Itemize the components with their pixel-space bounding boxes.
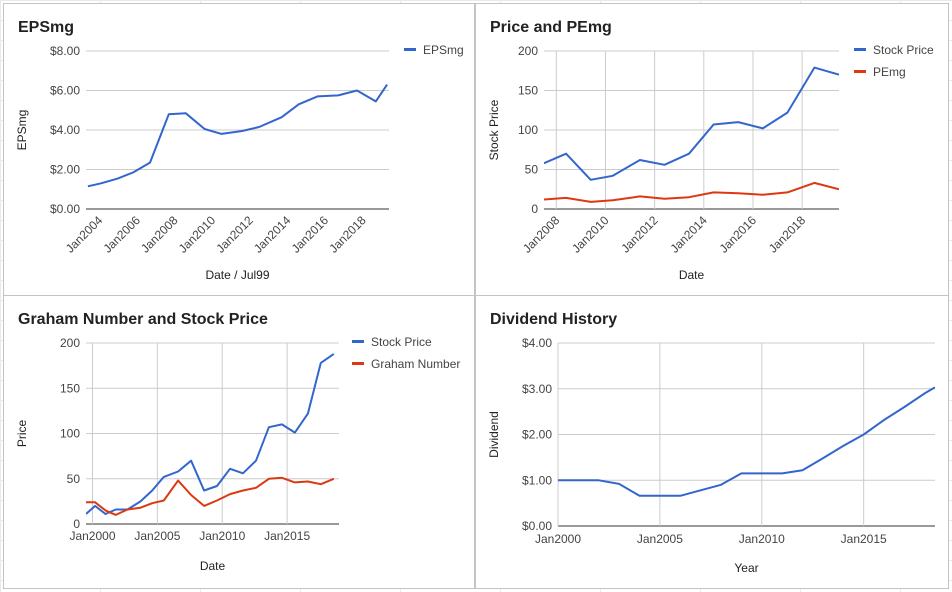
- price-pe-chart: 0 50 100 150 200 Jan2008 Jan2010 Jan2012 Jan2014…: [487, 43, 934, 282]
- eps-chart-panel: EPSmg $0.00 $2.00 $4.00 $6.00 $8.00 Jan2004 Ja…: [3, 3, 475, 296]
- y-tick-label: 150: [60, 381, 80, 395]
- series-line-0: [86, 353, 335, 515]
- x-tick-label: Jan2000: [69, 529, 115, 543]
- x-tick-label: Jan2012: [213, 213, 256, 256]
- x-tick-label: Jan2018: [766, 213, 809, 256]
- y-axis-title: Price: [15, 420, 29, 448]
- x-tick-label: Jan2015: [264, 529, 310, 543]
- y-tick-label: 200: [60, 336, 80, 350]
- chart-title: Graham Number and Stock Price: [18, 311, 268, 328]
- series-line-0: [558, 386, 935, 497]
- x-tick-label: Jan2005: [134, 529, 180, 543]
- x-tick-label: Jan2012: [618, 213, 661, 256]
- y-tick-label: 200: [518, 44, 538, 58]
- x-axis-title: Date / Jul99: [205, 268, 269, 282]
- y-tick-label: $1.00: [522, 473, 552, 487]
- y-tick-label: 100: [60, 427, 80, 441]
- x-tick-label: Jan2010: [176, 213, 219, 256]
- y-tick-label: 0: [531, 202, 538, 216]
- y-tick-label: $4.00: [50, 123, 80, 137]
- x-tick-label: Jan2000: [535, 532, 581, 546]
- y-tick-label: $8.00: [50, 44, 80, 58]
- y-tick-label: $2.00: [522, 428, 552, 442]
- dividend-chart: $0.00 $1.00 $2.00 $3.00 $4.00 Jan2000 Jan2005 J…: [487, 336, 935, 575]
- legend-swatch: [404, 48, 416, 51]
- x-tick-label: Jan2010: [199, 529, 245, 543]
- x-tick-label: Jan2008: [138, 213, 181, 256]
- y-tick-label: $0.00: [522, 519, 552, 533]
- legend-label: Stock Price: [371, 335, 432, 349]
- y-tick-label: $3.00: [522, 382, 552, 396]
- x-tick-label: Jan2004: [63, 213, 106, 256]
- y-tick-label: $2.00: [50, 163, 80, 177]
- x-tick-label: Jan2005: [637, 532, 683, 546]
- x-tick-label: Jan2010: [739, 532, 785, 546]
- x-tick-label: Jan2018: [326, 213, 369, 256]
- y-axis-title: EPSmg: [15, 110, 29, 151]
- eps-chart: $0.00$2.00$4.00$6.00$8.00Jan2004Jan2006J…: [15, 43, 464, 282]
- chart-title: Dividend History: [490, 311, 618, 328]
- chart-title: Price and PEmg: [490, 19, 612, 36]
- price-pe-chart-panel: Price and PEmg 0 50 100 150 200 Jan2008 Jan201…: [475, 3, 949, 296]
- graham-chart-panel: Graham Number and Stock Price 0 50 100 150 2…: [3, 295, 475, 589]
- y-tick-label: 50: [67, 472, 81, 486]
- x-tick-label: Jan2008: [520, 213, 563, 256]
- legend-swatch: [352, 340, 364, 343]
- legend-label: Stock Price: [873, 43, 934, 57]
- x-tick-label: Jan2016: [289, 213, 332, 256]
- chart-title: EPSmg: [18, 19, 75, 36]
- series-line-0: [544, 66, 839, 181]
- series-line-1: [544, 181, 839, 203]
- series-line-1: [86, 476, 335, 516]
- x-axis-title: Date: [679, 268, 705, 282]
- y-tick-label: 150: [518, 84, 538, 98]
- legend-label: PEmg: [873, 65, 906, 79]
- x-tick-label: Jan2010: [569, 213, 612, 256]
- y-tick-label: $0.00: [50, 202, 80, 216]
- legend-swatch: [352, 362, 364, 365]
- dividend-chart-panel: Dividend History $0.00 $1.00 $2.00 $3.00 $4.…: [475, 295, 949, 589]
- x-tick-label: Jan2015: [841, 532, 887, 546]
- y-tick-label: 50: [525, 163, 539, 177]
- y-tick-label: 100: [518, 123, 538, 137]
- series-line-0: [87, 84, 388, 188]
- y-axis-title: Dividend: [487, 411, 501, 458]
- y-tick-label: $4.00: [522, 336, 552, 350]
- y-axis-title: Stock Price: [487, 99, 501, 160]
- graham-chart: 0 50 100 150 200 Jan2000 Jan2005 Jan2010 Jan2015…: [15, 335, 460, 573]
- x-tick-label: Jan2014: [251, 213, 294, 256]
- x-tick-label: Jan2006: [100, 213, 143, 256]
- legend-swatch: [854, 48, 866, 51]
- legend-swatch: [854, 70, 866, 73]
- x-axis-title: Date: [200, 559, 226, 573]
- x-axis-title: Year: [734, 561, 758, 575]
- x-tick-label: Jan2014: [667, 213, 710, 256]
- legend-label: Graham Number: [371, 357, 460, 371]
- y-tick-label: 0: [73, 517, 80, 531]
- legend-label: EPSmg: [423, 43, 464, 57]
- y-tick-label: $6.00: [50, 84, 80, 98]
- x-tick-label: Jan2016: [717, 213, 760, 256]
